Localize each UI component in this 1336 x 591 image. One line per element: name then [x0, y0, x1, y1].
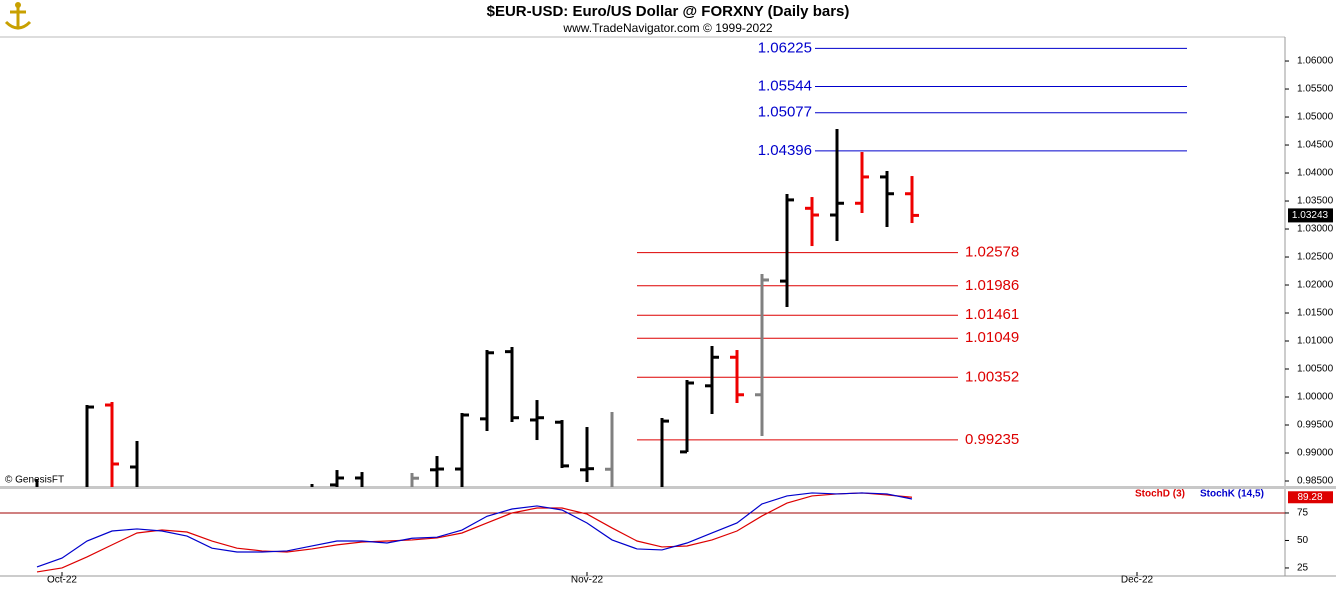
y-tick-label: 1.00500	[1297, 364, 1334, 375]
x-tick-label: Nov-22	[571, 575, 604, 586]
y-tick-label: 1.01000	[1297, 336, 1334, 347]
y-tick-label: 1.04500	[1297, 140, 1334, 151]
y-tick-label: 1.01500	[1297, 308, 1334, 319]
y-tick-label: 1.05500	[1297, 84, 1334, 95]
level-label: 1.06225	[758, 39, 812, 56]
price-panel	[35, 47, 1187, 487]
level-label: 1.00352	[965, 368, 1019, 385]
last-value-box	[1288, 208, 1333, 223]
y-tick-label: 1.02000	[1297, 280, 1334, 291]
legend-entry: StochD (3)	[1135, 489, 1185, 500]
x-tick-label: Oct-22	[47, 575, 77, 586]
y-tick-label: 1.00000	[1297, 392, 1334, 403]
chart-subtitle: www.TradeNavigator.com © 1999-2022	[562, 21, 772, 35]
level-label: 1.01986	[965, 277, 1019, 294]
y-tick-label: 25	[1297, 563, 1309, 574]
y-tick-label: 1.06000	[1297, 56, 1334, 67]
level-label: 1.05077	[758, 104, 812, 121]
y-tick-label: 1.03000	[1297, 224, 1334, 235]
last-value-label: 1.03243	[1292, 210, 1329, 221]
chart-title: $EUR-USD: Euro/US Dollar @ FORXNY (Daily…	[487, 3, 850, 20]
level-label: 1.01049	[965, 329, 1019, 346]
last-value-label: 89.28	[1297, 492, 1322, 503]
y-tick-label: 50	[1297, 535, 1309, 546]
level-label: 1.05544	[758, 78, 812, 95]
logo	[4, 2, 32, 30]
y-tick-label: 0.99500	[1297, 420, 1334, 431]
watermark: © GenesisFT	[5, 475, 64, 486]
level-label: 0.99235	[965, 431, 1019, 448]
level-label: 1.02578	[965, 244, 1019, 261]
panel-separator	[0, 486, 1336, 489]
y-tick-label: 0.98500	[1297, 476, 1334, 487]
y-tick-label: 75	[1297, 508, 1309, 519]
stoch-line	[36, 492, 913, 568]
x-tick-label: Dec-22	[1121, 575, 1154, 586]
legend-entry: StochK (14,5)	[1200, 489, 1264, 500]
y-tick-label: 1.03500	[1297, 196, 1334, 207]
stoch-panel	[0, 492, 1285, 573]
level-label: 1.04396	[758, 142, 812, 159]
y-tick-label: 1.05000	[1297, 112, 1334, 123]
level-label: 1.01461	[965, 306, 1019, 323]
y-tick-label: 1.02500	[1297, 252, 1334, 263]
y-tick-label: 0.99000	[1297, 448, 1334, 459]
last-value-box	[1288, 491, 1333, 504]
stoch-line	[36, 492, 913, 573]
y-tick-label: 1.04000	[1297, 168, 1334, 179]
